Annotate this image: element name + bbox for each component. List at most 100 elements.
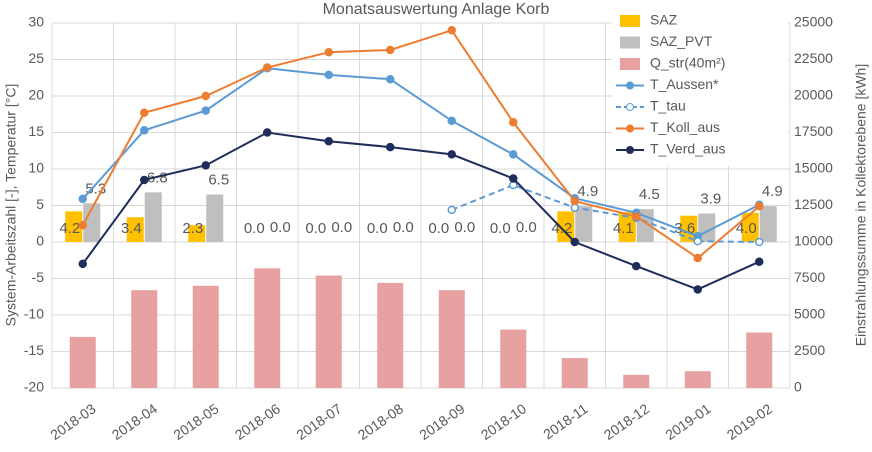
y-tick-label: 15 [28,123,44,139]
line-marker [263,63,272,72]
line-marker [386,142,395,152]
x-tick-label: 2018-05 [170,400,221,443]
y2-tick-label: 20000 [794,87,833,103]
y2-tick-label: 10000 [794,233,833,249]
line-marker [140,126,149,135]
bar [500,329,527,388]
y-tick-label: 0 [36,233,44,249]
line-marker [693,237,702,246]
line-marker [632,261,641,271]
legend-label: Q_str(40m²) [650,55,725,71]
data-label: 3.9 [700,190,721,207]
bar [69,336,96,388]
line [82,67,760,238]
y2-tick-label: 2500 [794,342,825,358]
line-marker [632,212,641,221]
line-marker [509,118,518,127]
y2-tick-label: 7500 [794,269,825,285]
line-marker [755,257,764,266]
line-marker [201,106,210,115]
y-tick-label: 20 [28,87,44,103]
line-marker [447,205,456,215]
x-tick-label: 2018-12 [601,400,652,443]
y-tick-label: -15 [24,342,44,358]
y-tick-label: 10 [28,160,44,176]
y-axis-title: System-Arbeitszahl [-], Temperatur [°C] [3,84,19,327]
data-label: 4.9 [762,183,783,200]
data-label: 0.0 [454,219,475,236]
data-label: 0.0 [490,220,511,237]
data-label: 4.0 [736,220,757,237]
legend-swatch [626,103,634,111]
line-marker [201,161,210,170]
legend-label: SAZ_PVT [650,33,713,49]
line-marker [386,74,395,84]
bar [575,206,593,242]
y-tick-label: -5 [32,269,45,285]
line [451,183,760,243]
line-marker [201,91,210,101]
legend-swatch [620,36,640,49]
legend-swatch [620,15,640,27]
legend-label: T_Aussen* [650,76,719,92]
line-marker [386,45,395,55]
legend-box [612,10,788,167]
y-tick-label: 5 [36,196,44,212]
x-tick-label: 2019-01 [662,400,713,443]
legend-swatch [620,58,640,70]
data-label: 2.3 [182,220,203,237]
line [81,29,760,260]
legend-swatch [626,81,634,90]
line-marker [447,26,456,35]
bar [377,282,404,388]
x-tick-label: 2018-07 [293,400,344,443]
x-tick-label: 2018-03 [47,400,98,443]
y-tick-label: 30 [28,14,44,30]
bar [131,290,158,388]
line-marker [693,285,702,294]
line-marker [755,201,764,211]
y2-tick-label: 5000 [794,306,825,322]
y-tick-label: 25 [28,50,44,66]
data-label: 0.0 [331,219,352,236]
legend-swatch [626,124,634,133]
data-label: 0.0 [516,219,537,236]
line [81,131,760,291]
data-label: 3.4 [121,220,142,237]
y2-axis-title: Einstrahlungssumme in Kollektorebene [kW… [853,64,869,346]
line-marker [263,128,272,137]
line-marker [509,150,518,159]
bar [188,225,206,242]
bar [618,212,636,242]
bar [126,217,144,242]
bar [206,194,224,242]
legend-label: T_Koll_aus [650,119,720,135]
y2-tick-label: 25000 [794,14,833,30]
line-marker [78,220,87,230]
line-marker [447,150,456,159]
line-marker [78,259,87,269]
data-label: 0.0 [270,219,291,236]
line-marker [447,116,456,126]
data-label: 4.9 [577,183,598,200]
line-marker [78,194,87,204]
line-marker [693,253,702,263]
bar [746,332,773,388]
bar [759,206,777,242]
line-marker [509,174,518,183]
line-marker [140,175,149,185]
data-label: 0.0 [305,220,326,237]
bar [698,213,716,242]
line-marker [324,70,333,80]
data-label: 0.0 [393,219,414,236]
bar [623,374,650,388]
y2-tick-label: 17500 [794,123,833,139]
data-label: 0.0 [244,220,265,237]
legend-label: T_tau [650,98,686,114]
data-label: 0.0 [428,220,449,237]
x-tick-label: 2018-11 [540,400,591,442]
bar [254,268,281,388]
y2-tick-label: 15000 [794,160,833,176]
data-label: 4.2 [59,220,80,237]
